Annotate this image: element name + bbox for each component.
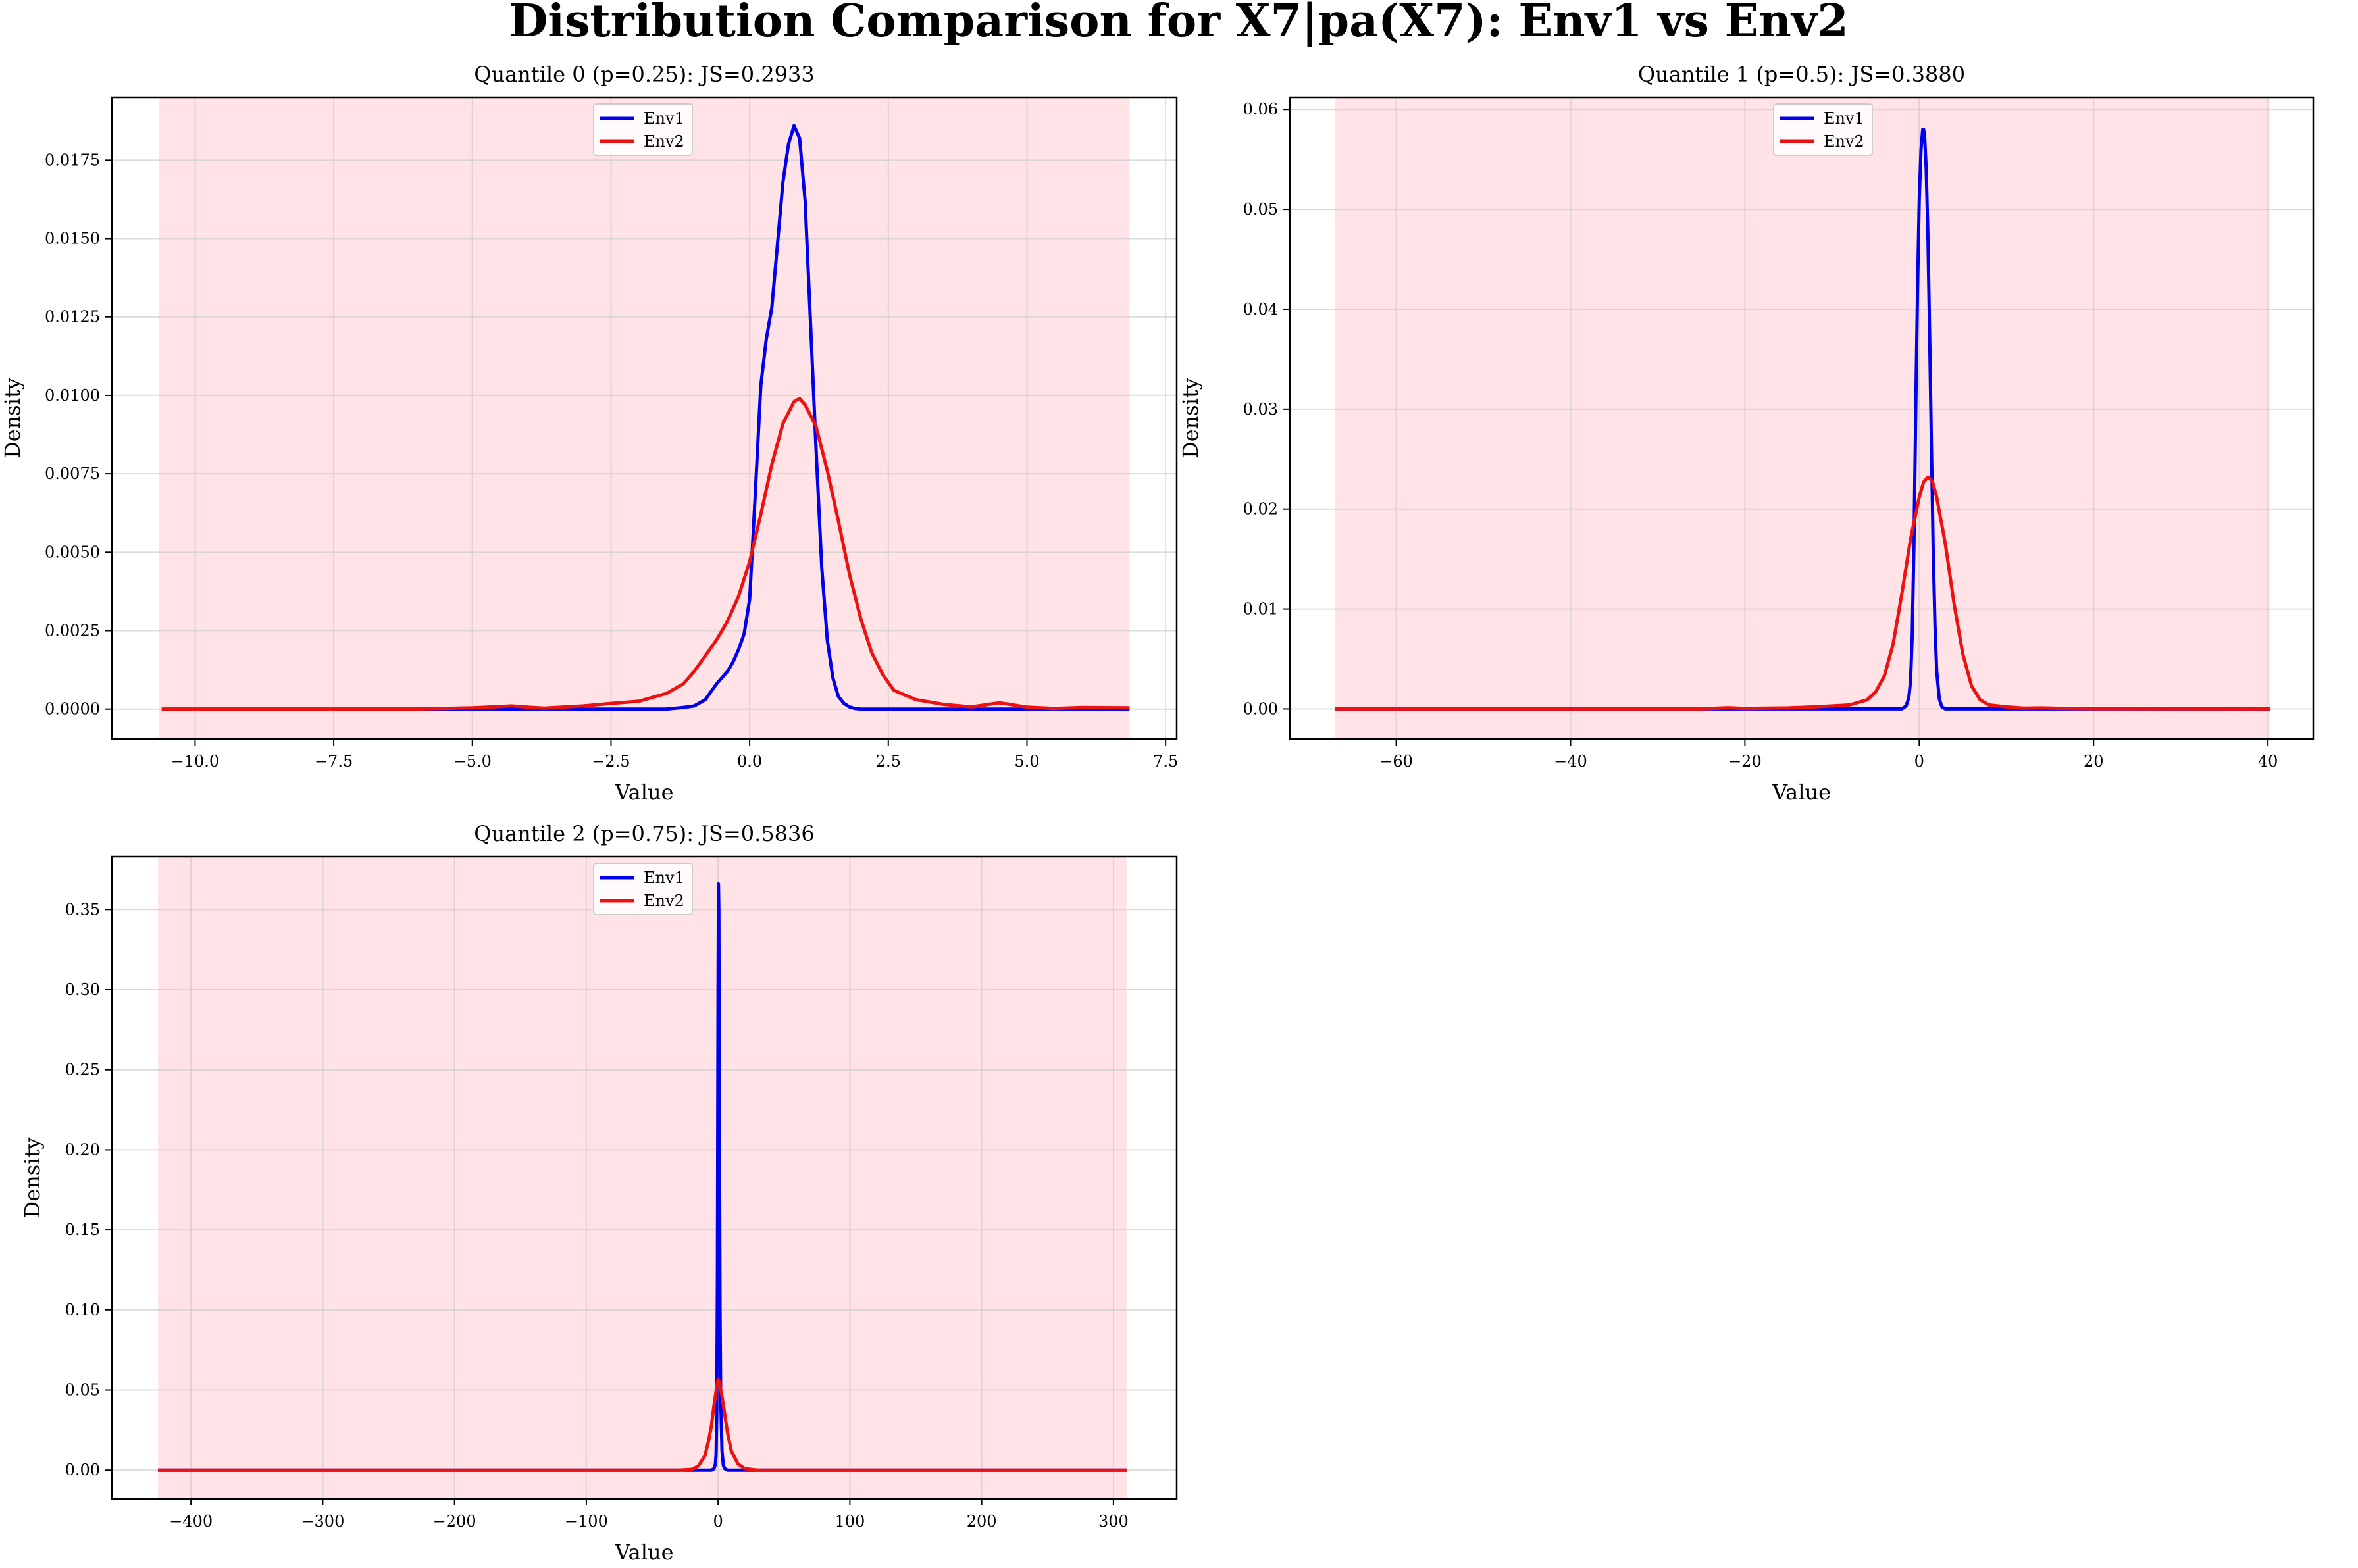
x-tick-label: −300 bbox=[301, 1512, 344, 1530]
y-tick-label: 0.0025 bbox=[45, 622, 100, 640]
y-tick-label: 0.25 bbox=[65, 1061, 100, 1079]
subplot-title: Quantile 0 (p=0.25): JS=0.2933 bbox=[474, 62, 815, 87]
y-tick-label: 0.02 bbox=[1243, 500, 1278, 518]
x-tick-label: −2.5 bbox=[592, 752, 630, 771]
x-axis-label: Value bbox=[1772, 780, 1831, 805]
x-tick-label: 5.0 bbox=[1014, 752, 1039, 771]
x-tick-label: −10.0 bbox=[171, 752, 220, 771]
x-tick-label: −20 bbox=[1728, 752, 1762, 771]
series-line-env2 bbox=[158, 1378, 1127, 1472]
y-tick-label: 0.0125 bbox=[45, 308, 100, 326]
x-tick-label: 200 bbox=[967, 1512, 997, 1530]
subplot-1: −60 −40 −20 0 20 40 0.00 0.01 0.02 0.03 0.04 0.05 0.… bbox=[1178, 62, 2315, 805]
legend-label-env1: Env1 bbox=[644, 109, 684, 128]
y-tick-label: 0.15 bbox=[65, 1221, 100, 1239]
y-tick-label: 0.0000 bbox=[45, 700, 100, 719]
subplot-0: −10.0 −7.5 −5.0 −2.5 0.0 2.5 5.0 7.5 0.0000 0.002… bbox=[0, 62, 1178, 805]
y-tick-label: 0.20 bbox=[65, 1140, 100, 1159]
subplot-panels: −10.0 −7.5 −5.0 −2.5 0.0 2.5 5.0 7.50.00000.002… bbox=[0, 62, 2315, 1565]
series-line-env1 bbox=[158, 882, 1127, 1472]
axes-frame bbox=[111, 855, 1178, 1500]
subplot-2: −400 −300 −200 −100 0 100 200 300 0.00 0.05 0.10 0.… bbox=[20, 821, 1178, 1565]
x-tick-label: −200 bbox=[433, 1512, 476, 1530]
subplot-title: Quantile 1 (p=0.5): JS=0.3880 bbox=[1638, 62, 1965, 87]
x-tick-label: −5.0 bbox=[453, 752, 492, 771]
y-tick-label: 0.10 bbox=[65, 1301, 100, 1319]
y-tick-label: 0.03 bbox=[1243, 400, 1278, 418]
y-axis-label: Density bbox=[1178, 378, 1203, 459]
x-axis-label: Value bbox=[614, 780, 673, 805]
series-line-env2 bbox=[161, 397, 1130, 711]
legend-label-env2: Env2 bbox=[644, 892, 684, 910]
x-tick-label: −100 bbox=[565, 1512, 608, 1530]
x-tick-label: 0.0 bbox=[737, 752, 762, 771]
x-tick-label: 100 bbox=[834, 1512, 865, 1530]
x-axis-label: Value bbox=[614, 1540, 673, 1565]
subplot-title: Quantile 2 (p=0.75): JS=0.5836 bbox=[474, 821, 815, 846]
y-tick-label: 0.0150 bbox=[45, 230, 100, 248]
x-tick-label: 20 bbox=[2084, 752, 2104, 771]
x-tick-label: −7.5 bbox=[315, 752, 353, 771]
y-tick-label: 0.00 bbox=[65, 1461, 100, 1479]
x-tick-label: 7.5 bbox=[1153, 752, 1178, 771]
x-tick-label: 0 bbox=[1914, 752, 1924, 771]
axes-frame bbox=[1289, 96, 2315, 740]
shaded-region bbox=[158, 857, 1127, 1499]
x-tick-label: −400 bbox=[169, 1512, 213, 1530]
legend-label-env1: Env1 bbox=[1824, 109, 1864, 128]
legend: Env1 Env2 bbox=[1773, 103, 1873, 156]
shaded-region bbox=[159, 97, 1130, 739]
legend-label-env2: Env2 bbox=[1824, 132, 1864, 151]
shaded-region bbox=[1335, 97, 2270, 739]
legend: Env1 Env2 bbox=[593, 863, 693, 915]
y-axis-label: Density bbox=[20, 1138, 45, 1219]
x-tick-label: 300 bbox=[1098, 1512, 1129, 1530]
series-line-env1 bbox=[161, 124, 1130, 711]
axes-frame bbox=[111, 96, 1178, 740]
figure-title: Distribution Comparison for X7|pa(X7): E… bbox=[509, 0, 1848, 47]
series-line-env1 bbox=[1335, 128, 2270, 711]
y-tick-label: 0.35 bbox=[65, 900, 100, 919]
x-tick-label: −40 bbox=[1554, 752, 1587, 771]
legend-label-env2: Env2 bbox=[644, 132, 684, 151]
y-tick-label: 0.0100 bbox=[45, 386, 100, 405]
y-tick-label: 0.00 bbox=[1243, 699, 1278, 718]
x-tick-label: 2.5 bbox=[876, 752, 901, 771]
y-tick-label: 0.30 bbox=[65, 980, 100, 999]
x-tick-label: 40 bbox=[2258, 752, 2278, 771]
y-tick-label: 0.01 bbox=[1243, 600, 1278, 619]
y-tick-label: 0.05 bbox=[65, 1380, 100, 1399]
legend: Env1 Env2 bbox=[593, 103, 693, 156]
y-tick-label: 0.0050 bbox=[45, 543, 100, 561]
y-tick-label: 0.0175 bbox=[45, 151, 100, 169]
series-line-env2 bbox=[1335, 475, 2270, 711]
y-tick-label: 0.05 bbox=[1243, 200, 1278, 218]
legend-label-env1: Env1 bbox=[644, 869, 684, 887]
y-tick-label: 0.0075 bbox=[45, 465, 100, 483]
y-axis-label: Density bbox=[0, 378, 25, 459]
x-tick-label: −60 bbox=[1379, 752, 1413, 771]
y-tick-label: 0.06 bbox=[1243, 100, 1278, 118]
x-tick-label: 0 bbox=[713, 1512, 723, 1530]
y-tick-label: 0.04 bbox=[1243, 300, 1278, 318]
